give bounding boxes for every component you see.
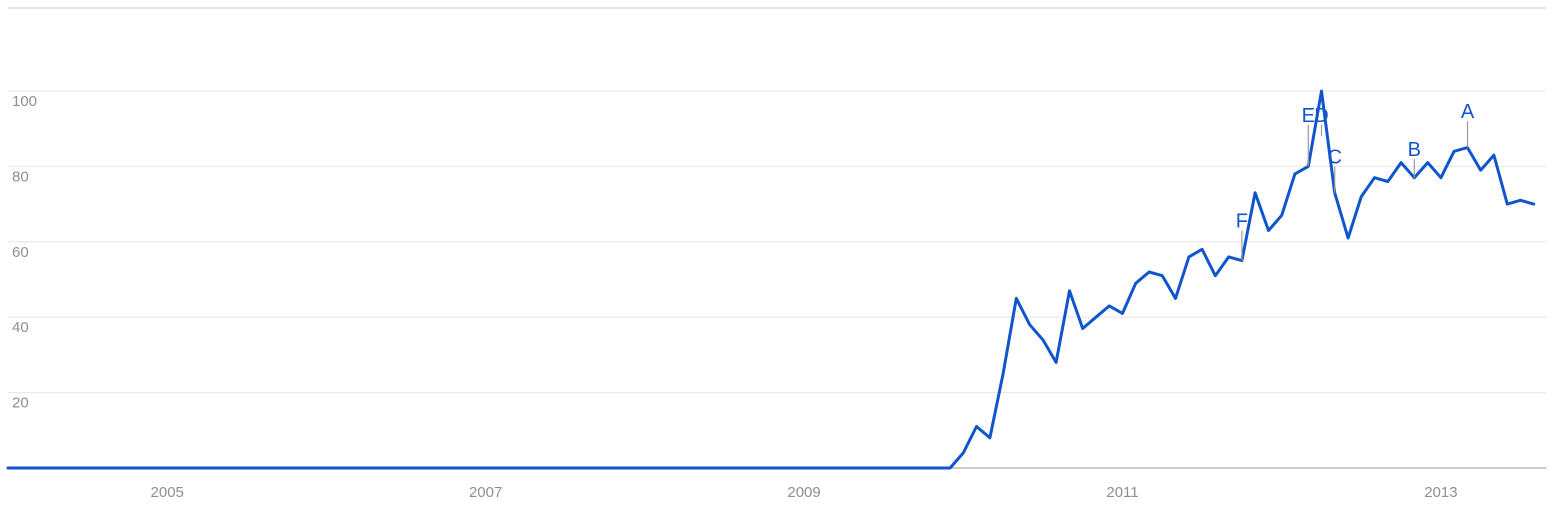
annotation-f-label[interactable]: F [1236, 210, 1248, 232]
y-axis-ticks: 20 40 60 80 100 [12, 93, 37, 412]
gridlines [8, 90, 1546, 394]
y-tick-label: 60 [12, 244, 29, 261]
annotations: A B CDE F [1236, 101, 1475, 261]
x-tick-label: 2009 [787, 484, 820, 501]
y-tick-label: 20 [12, 395, 29, 412]
y-tick-label: 100 [12, 93, 37, 110]
annotation-c-label[interactable]: C [1327, 146, 1341, 168]
y-tick-label: 80 [12, 168, 29, 185]
series-layer [6, 89, 1536, 470]
x-axis-ticks: 2005 2007 2009 2011 2013 [151, 484, 1458, 501]
x-tick-label: 2007 [469, 484, 502, 501]
y-tick-label: 40 [12, 319, 29, 336]
x-tick-label: 2005 [151, 484, 184, 501]
annotation-a-label[interactable]: A [1461, 101, 1475, 123]
annotation-d-label[interactable]: D [1314, 105, 1328, 127]
annotation-b-label[interactable]: B [1408, 139, 1421, 161]
x-tick-label: 2013 [1424, 484, 1457, 501]
x-tick-label: 2011 [1106, 484, 1138, 501]
annotation-e-label[interactable]: E [1302, 105, 1315, 127]
series-line [6, 89, 1536, 470]
